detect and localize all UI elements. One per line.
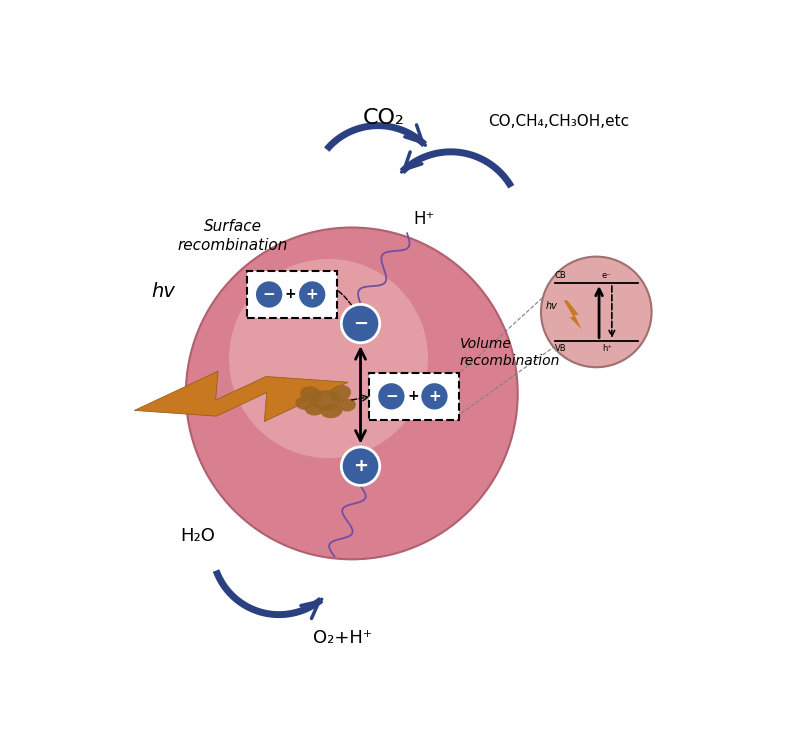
Text: CO,CH₄,CH₃OH,etc: CO,CH₄,CH₃OH,etc (488, 114, 629, 129)
FancyBboxPatch shape (247, 271, 338, 318)
Text: +: + (285, 287, 297, 302)
Text: −: − (385, 389, 398, 404)
Ellipse shape (300, 386, 322, 403)
Ellipse shape (295, 397, 311, 410)
Circle shape (541, 256, 651, 367)
Polygon shape (564, 300, 582, 330)
Text: +: + (428, 389, 441, 404)
Text: +: + (407, 389, 418, 404)
Circle shape (342, 447, 380, 485)
Circle shape (254, 280, 284, 309)
FancyBboxPatch shape (370, 373, 459, 420)
Text: Volume
recombination: Volume recombination (459, 337, 560, 368)
Ellipse shape (305, 403, 323, 416)
Polygon shape (134, 371, 348, 422)
Text: −: − (262, 287, 275, 302)
Circle shape (342, 305, 380, 342)
Ellipse shape (310, 390, 342, 411)
Text: O₂+H⁺: O₂+H⁺ (314, 629, 373, 647)
Circle shape (229, 259, 428, 458)
Text: VB: VB (555, 344, 566, 353)
Text: e⁻: e⁻ (602, 271, 611, 280)
Ellipse shape (330, 385, 351, 401)
Text: H⁺: H⁺ (414, 209, 435, 228)
Text: hv: hv (546, 301, 558, 311)
Text: +: + (306, 287, 318, 302)
Text: H₂O: H₂O (180, 527, 215, 545)
Text: hv: hv (151, 282, 175, 301)
Text: h⁺: h⁺ (602, 344, 612, 353)
Text: CO₂: CO₂ (363, 108, 405, 129)
Text: Surface
recombination: Surface recombination (178, 219, 288, 253)
Text: −: − (353, 314, 368, 333)
Circle shape (186, 228, 518, 559)
Circle shape (377, 382, 406, 411)
Text: CB: CB (555, 271, 566, 280)
Circle shape (420, 382, 449, 411)
Ellipse shape (320, 404, 342, 418)
Circle shape (298, 280, 326, 309)
Ellipse shape (340, 398, 356, 411)
Text: +: + (353, 457, 368, 476)
